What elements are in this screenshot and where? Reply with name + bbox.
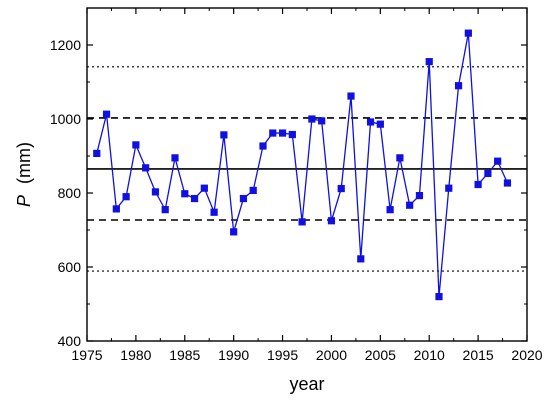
data-point <box>93 149 101 158</box>
x-tick-label: 1985 <box>169 347 200 363</box>
data-point <box>142 164 150 172</box>
y-tick-label: 400 <box>58 333 82 349</box>
data-point <box>406 201 414 209</box>
data-point <box>288 130 296 139</box>
data-point <box>425 58 433 66</box>
data-point <box>386 206 394 214</box>
data-point <box>161 206 169 214</box>
data-point <box>181 190 189 198</box>
y-axis-title: P (mm) <box>14 142 34 207</box>
data-point <box>494 157 502 165</box>
ticks-layer: 1975 1980 1985 1990 1995 2000 2005 2010 2015 2020… <box>50 8 543 363</box>
series-layer <box>93 29 512 301</box>
data-point <box>327 217 336 225</box>
data-point <box>220 131 228 139</box>
data-point <box>415 191 424 200</box>
data-point <box>249 186 257 195</box>
data-point <box>200 184 208 192</box>
data-point <box>454 82 463 90</box>
data-point <box>435 293 443 301</box>
y-axis-unit: (mm) <box>14 142 34 184</box>
data-point <box>230 228 238 236</box>
y-tick-label: 1000 <box>50 111 81 127</box>
x-tick-label: 2015 <box>463 347 494 363</box>
data-point <box>171 154 179 162</box>
data-point <box>112 205 120 213</box>
data-point <box>269 129 277 137</box>
y-tick-label: 600 <box>58 259 82 275</box>
data-point <box>337 184 345 193</box>
y-tick-label: 1200 <box>50 37 81 53</box>
data-point <box>347 92 355 100</box>
data-point <box>357 255 365 263</box>
x-tick-label: 2010 <box>414 347 445 363</box>
x-tick-label: 2020 <box>511 347 542 363</box>
x-tick-label: 1990 <box>218 347 249 363</box>
x-tick-label: 1975 <box>71 347 102 363</box>
x-tick-label: 2005 <box>365 347 396 363</box>
data-point <box>464 29 472 37</box>
data-point <box>445 184 453 192</box>
data-point <box>503 179 512 187</box>
data-point <box>259 142 267 150</box>
data-point <box>132 141 140 149</box>
x-tick-label: 1995 <box>267 347 298 363</box>
data-point <box>190 194 199 203</box>
data-point <box>210 208 218 216</box>
data-point <box>474 180 482 189</box>
data-point <box>102 110 111 118</box>
y-tick-label: 800 <box>58 185 82 201</box>
data-point <box>376 120 384 128</box>
data-point <box>122 193 130 201</box>
data-point <box>308 115 316 123</box>
data-point <box>151 188 160 196</box>
data-point <box>318 117 326 125</box>
data-point <box>239 194 248 203</box>
data-point <box>298 218 306 226</box>
y-axis-symbol: P <box>14 195 34 207</box>
data-point <box>396 154 404 162</box>
x-axis-title: year <box>289 374 324 394</box>
data-point <box>278 129 287 137</box>
data-point <box>484 169 492 177</box>
x-tick-label: 1980 <box>120 347 151 363</box>
x-tick-label: 2000 <box>316 347 347 363</box>
data-point <box>366 118 375 126</box>
series-line <box>96 33 509 297</box>
